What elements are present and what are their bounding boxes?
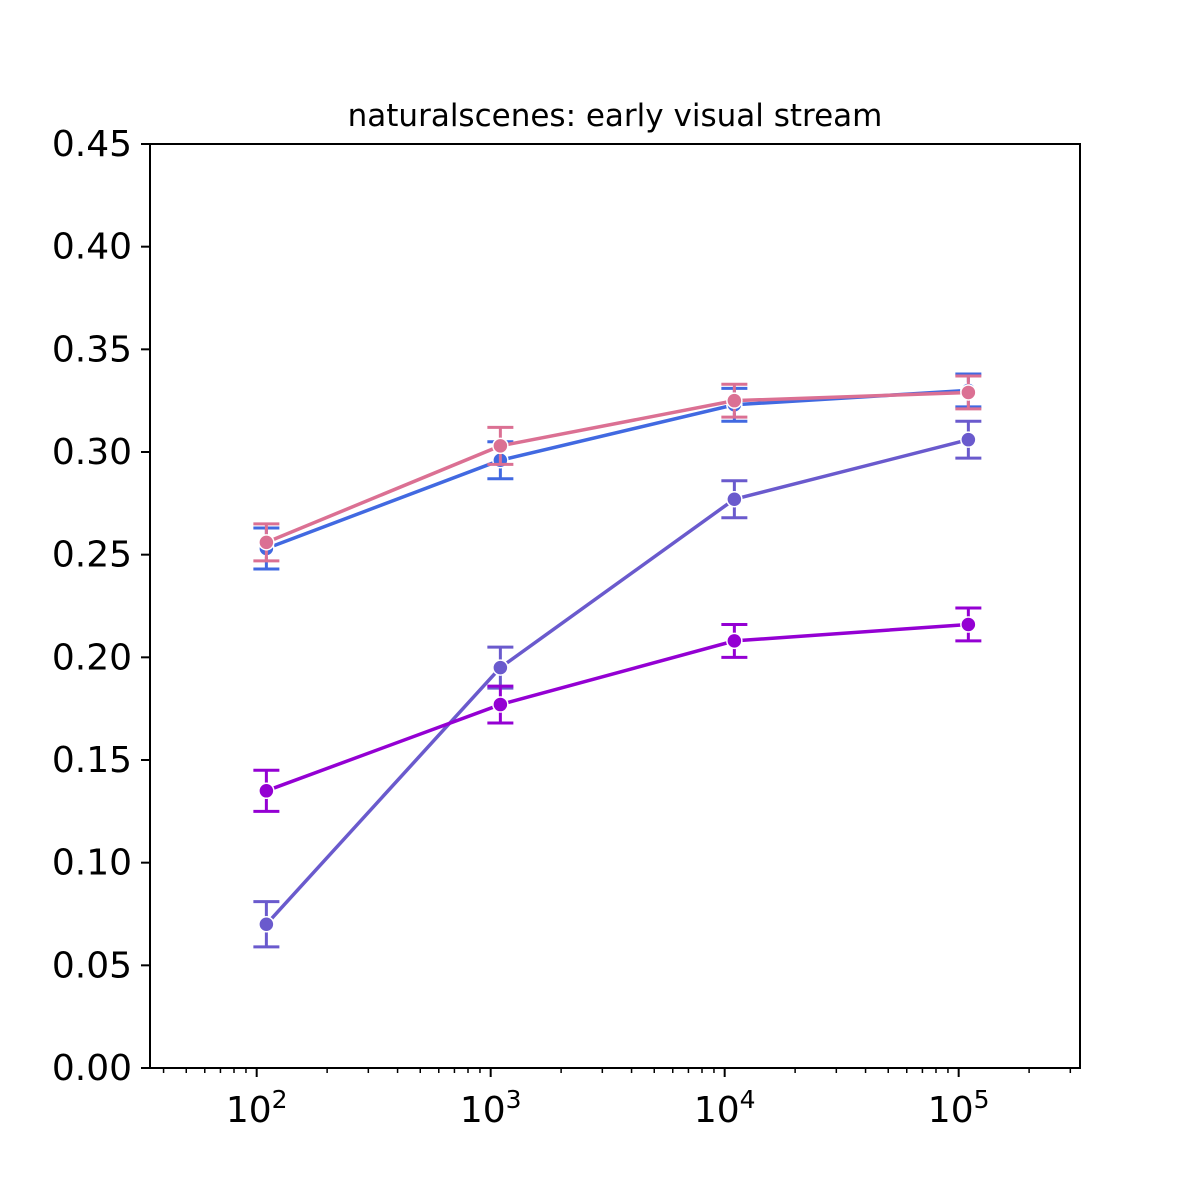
x-tick-base: 10 bbox=[694, 1090, 740, 1131]
x-tick-base: 10 bbox=[928, 1090, 974, 1131]
series-3 bbox=[253, 419, 982, 949]
series-layer bbox=[253, 372, 982, 949]
y-tick-label: 0.10 bbox=[52, 843, 132, 884]
series-1 bbox=[253, 372, 982, 571]
y-tick-label: 0.05 bbox=[52, 945, 132, 986]
x-tick-label: 103 bbox=[460, 1085, 522, 1131]
x-tick-label: 104 bbox=[694, 1085, 756, 1131]
data-point bbox=[492, 696, 509, 713]
y-tick-label: 0.00 bbox=[52, 1048, 132, 1089]
data-point bbox=[492, 659, 509, 676]
data-point bbox=[492, 437, 509, 455]
data-point bbox=[960, 384, 977, 401]
series-4 bbox=[253, 606, 982, 813]
series-line bbox=[265, 390, 969, 544]
y-tick-label: 0.25 bbox=[52, 535, 132, 576]
series-line bbox=[265, 622, 969, 793]
y-tick-label: 0.15 bbox=[52, 740, 132, 781]
series-line bbox=[265, 388, 969, 551]
x-tick-label: 102 bbox=[226, 1085, 288, 1131]
y-tick-label: 0.40 bbox=[52, 227, 132, 268]
data-point bbox=[258, 782, 275, 800]
x-axis: 102 103 104 105 bbox=[162, 1068, 1072, 1131]
data-point bbox=[258, 916, 275, 933]
y-tick-label: 0.30 bbox=[52, 432, 132, 473]
y-tick-label: 0.45 bbox=[52, 124, 132, 165]
chart-title: naturalscenes: early visual stream bbox=[348, 98, 883, 134]
data-point bbox=[960, 616, 977, 633]
x-tick-exponent: 3 bbox=[506, 1085, 522, 1114]
x-tick-base: 10 bbox=[460, 1090, 506, 1131]
x-tick-exponent: 5 bbox=[974, 1085, 990, 1114]
data-point bbox=[726, 490, 743, 508]
series-line bbox=[265, 437, 969, 926]
x-tick-base: 10 bbox=[226, 1090, 272, 1131]
data-point bbox=[726, 632, 743, 650]
data-point bbox=[960, 431, 977, 448]
x-tick-label: 105 bbox=[928, 1085, 990, 1131]
y-axis: 0.00 0.05 0.10 0.15 0.20 0.25 0.30 0.35 0.40 0.45 bbox=[52, 124, 150, 1089]
x-tick-exponent: 4 bbox=[740, 1085, 756, 1114]
plot-frame bbox=[149, 143, 1081, 1069]
y-tick-label: 0.35 bbox=[52, 329, 132, 370]
series-2 bbox=[253, 374, 982, 563]
x-tick-exponent: 2 bbox=[272, 1085, 288, 1114]
data-point bbox=[726, 392, 743, 409]
y-tick-label: 0.20 bbox=[52, 637, 132, 678]
data-point bbox=[258, 534, 275, 551]
